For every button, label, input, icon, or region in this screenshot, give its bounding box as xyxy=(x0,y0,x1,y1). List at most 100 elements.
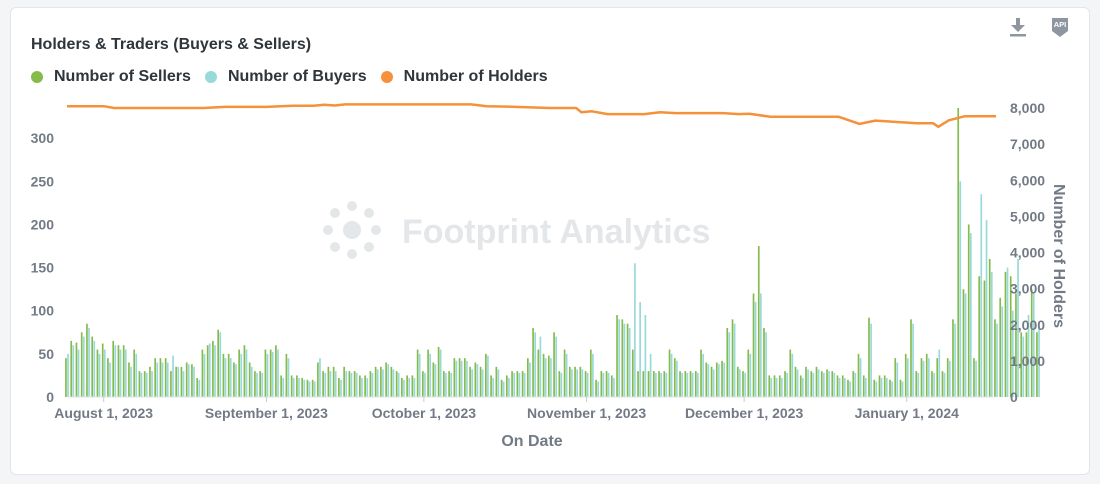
buyer-bar xyxy=(613,378,615,397)
left-axis-tick-label: 150 xyxy=(31,260,55,276)
x-axis-tick-label: October 1, 2023 xyxy=(372,405,476,421)
buyer-bar xyxy=(691,372,694,397)
seller-bar xyxy=(170,371,172,397)
buyer-bar xyxy=(885,378,888,397)
seller-bar xyxy=(117,345,120,397)
legend-item-buyers[interactable]: Number of Buyers xyxy=(204,68,367,86)
buyer-bar xyxy=(975,360,977,397)
seller-bar xyxy=(694,371,697,397)
buyer-bar xyxy=(581,369,584,397)
seller-bar xyxy=(254,371,256,397)
seller-bar xyxy=(511,371,513,397)
seller-bar xyxy=(380,366,382,397)
seller-bar xyxy=(422,371,424,397)
left-axis-tick-label: 300 xyxy=(31,130,55,146)
buyer-bar xyxy=(135,353,138,397)
legend-item-holders[interactable]: Number of Holders xyxy=(380,68,548,86)
seller-bar xyxy=(196,378,199,397)
buyer-bar xyxy=(854,372,857,397)
seller-bar xyxy=(931,371,933,397)
right-axis-tick-label: 6,000 xyxy=(1010,172,1045,188)
seller-bar xyxy=(847,379,849,397)
right-axis-tick-label: 1,000 xyxy=(1010,353,1045,369)
buyer-bar xyxy=(781,378,783,397)
seller-bar xyxy=(941,371,944,397)
right-axis-tick-label: 2,000 xyxy=(1010,317,1045,333)
buyer-bar xyxy=(177,366,180,397)
seller-bar xyxy=(663,371,666,397)
buyer-bar xyxy=(345,371,348,397)
left-axis-tick-label: 100 xyxy=(31,303,55,319)
seller-bar xyxy=(238,349,240,397)
buyer-bar xyxy=(130,366,132,397)
seller-bar xyxy=(915,371,918,397)
right-y-axis: 0 1,000 2,000 3,000 4,000 5,000 6,000 7,000 8,00… xyxy=(1010,100,1045,405)
seller-bar xyxy=(679,371,681,397)
buyer-bar xyxy=(88,327,90,397)
buyer-bar xyxy=(823,372,825,397)
seller-bar xyxy=(143,371,146,397)
seller-bar xyxy=(416,349,419,397)
buyer-bar xyxy=(618,319,620,397)
seller-bar xyxy=(275,345,277,397)
legend-item-sellers[interactable]: Number of Sellers xyxy=(31,68,191,86)
buyer-bar xyxy=(292,378,295,397)
buyer-bar xyxy=(985,220,988,397)
download-icon[interactable] xyxy=(1007,16,1029,38)
buyer-bar xyxy=(502,381,505,397)
buyer-bar xyxy=(660,372,662,397)
buyer-bar xyxy=(639,302,641,397)
buyer-bar xyxy=(424,372,426,397)
buyer-bar xyxy=(597,381,599,397)
seller-bar xyxy=(1009,276,1012,397)
buyer-bar xyxy=(156,362,159,397)
seller-bar xyxy=(248,362,251,397)
buyer-bar xyxy=(82,336,85,397)
seller-bar xyxy=(878,375,881,397)
api-icon[interactable]: API xyxy=(1049,16,1071,38)
legend-dot-sellers xyxy=(31,71,43,83)
buyer-bar xyxy=(707,364,710,397)
seller-bar xyxy=(705,362,708,397)
buyer-bar xyxy=(324,372,327,397)
buyer-bar xyxy=(340,379,342,397)
buyer-bar xyxy=(203,353,206,397)
seller-bar xyxy=(217,329,220,397)
buyer-bar xyxy=(791,353,794,397)
buyer-bar xyxy=(266,353,269,397)
seller-bar xyxy=(516,371,519,397)
buyer-bar xyxy=(492,378,495,397)
buyer-bar xyxy=(271,352,274,397)
buyer-bar xyxy=(109,362,111,397)
buyer-bar xyxy=(655,372,657,397)
buyer-bar xyxy=(550,358,552,397)
seller-bar xyxy=(448,371,450,397)
buyer-bar xyxy=(214,345,216,397)
seller-bar xyxy=(1015,293,1017,397)
seller-bar xyxy=(154,358,157,397)
seller-bar xyxy=(432,362,435,397)
x-axis: August 1, 2023 September 1, 2023 October 1… xyxy=(54,396,996,421)
buyer-bar xyxy=(235,364,237,397)
seller-bar xyxy=(164,358,167,397)
seller-bar xyxy=(652,371,655,397)
seller-bar xyxy=(616,315,618,397)
buyer-bar xyxy=(812,372,815,397)
seller-bar xyxy=(527,358,529,397)
buyer-bar xyxy=(403,379,405,397)
buyer-bar xyxy=(912,323,914,397)
seller-bar xyxy=(589,349,592,397)
seller-bar xyxy=(133,349,136,397)
seller-bar xyxy=(338,378,340,397)
buyer-bar xyxy=(392,369,395,397)
seller-bar xyxy=(128,362,130,397)
buyer-bar xyxy=(1038,327,1040,397)
seller-bar xyxy=(789,349,792,397)
seller-bar xyxy=(988,258,991,397)
seller-bar xyxy=(742,371,744,397)
buyer-bar xyxy=(697,372,699,397)
right-axis-title: Number of Holders xyxy=(1050,184,1067,328)
seller-bar xyxy=(70,340,73,397)
seller-bar xyxy=(605,371,608,397)
